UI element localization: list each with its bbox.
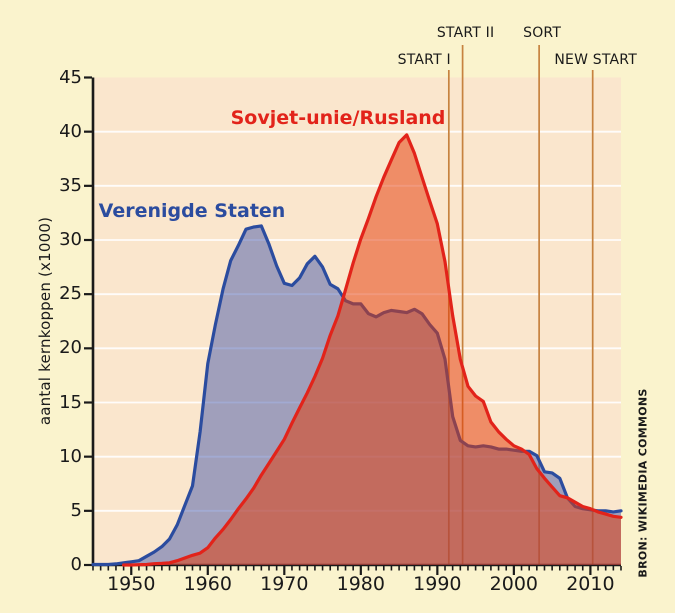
- treaty-label-start-i: START I: [397, 52, 451, 68]
- x-tick-label: 2000: [489, 573, 539, 595]
- y-tick-label: 25: [59, 283, 82, 305]
- treaty-label-new-start: NEW START: [554, 52, 637, 68]
- su-area-fill: [123, 134, 621, 565]
- y-tick-label: 40: [59, 120, 82, 142]
- us-series-label: Verenigde Staten: [98, 200, 286, 222]
- treaty-label-start-ii: START II: [436, 25, 495, 41]
- y-tick-label: 35: [59, 174, 82, 196]
- x-tick-label: 1980: [336, 573, 385, 595]
- y-tick-label: 20: [59, 337, 82, 359]
- treaty-label-sort: SORT: [523, 25, 562, 41]
- x-tick-label: 1960: [183, 573, 232, 595]
- y-tick-label: 45: [59, 66, 82, 88]
- x-tick-label: 1990: [413, 573, 462, 595]
- x-tick-label: 2010: [566, 573, 615, 595]
- y-tick-label: 15: [59, 391, 82, 413]
- x-tick-label: 1950: [107, 573, 156, 595]
- y-tick-label: 5: [70, 499, 82, 521]
- source-credit: BRON: WIKIMEDIA COMMONS: [636, 388, 650, 578]
- x-tick-label: 1970: [260, 573, 309, 595]
- su-series-label: Sovjet-unie/Rusland: [230, 107, 446, 129]
- y-tick-label: 10: [59, 445, 82, 467]
- su-line: [122, 133, 623, 567]
- y-tick-label: 0: [70, 554, 82, 575]
- y-tick-label: 30: [59, 229, 82, 250]
